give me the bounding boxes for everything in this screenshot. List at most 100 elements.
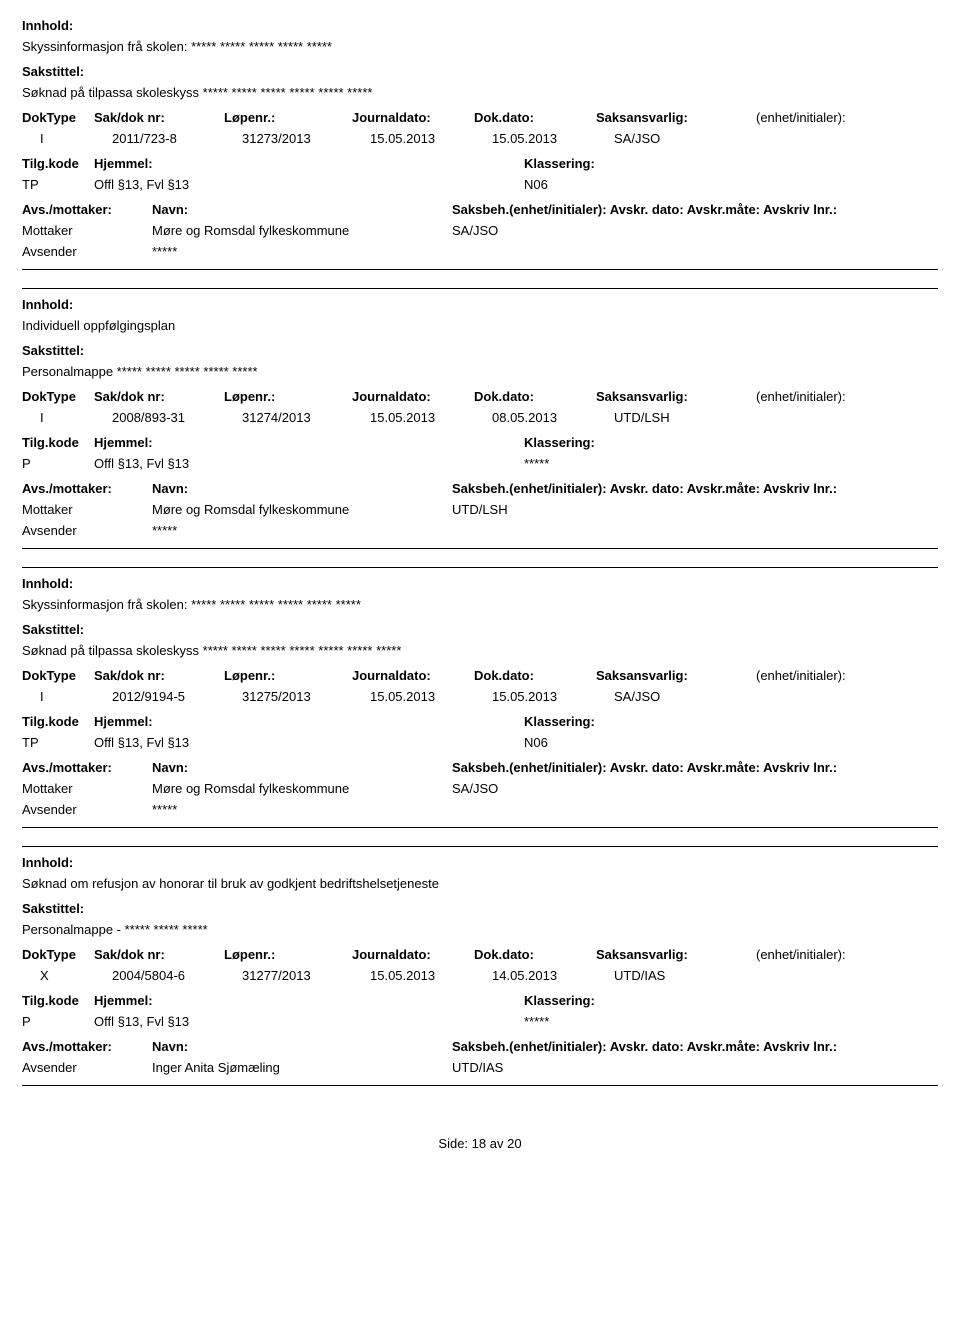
party-navn: ***** [152, 802, 452, 817]
saksbeh-label: Saksbeh.(enhet/initialer): Avskr. dato: … [452, 760, 938, 775]
sakdok-value: 2011/723-8 [112, 131, 242, 146]
lopenr-label: Løpenr.: [224, 947, 352, 962]
sakdok-value: 2012/9194-5 [112, 689, 242, 704]
journaldato-value: 15.05.2013 [370, 968, 492, 983]
party-navn: ***** [152, 244, 452, 259]
tilgkode-value: P [22, 456, 94, 471]
page-footer: Side: 18 av 20 [22, 1136, 938, 1151]
saksansvarlig-value: UTD/IAS [614, 968, 774, 983]
innhold-value: Individuell oppfølgingsplan [22, 318, 938, 333]
sakstittel-value: Personalmappe ***** ***** ***** ***** **… [22, 364, 938, 379]
party-role: Avsender [22, 523, 152, 538]
avsmottaker-label: Avs./mottaker: [22, 481, 152, 496]
avsmottaker-label: Avs./mottaker: [22, 1039, 152, 1054]
doktype-label: DokType [22, 947, 94, 962]
innhold-label: Innhold: [22, 18, 73, 33]
klassering-value: N06 [524, 177, 938, 192]
journaldato-label: Journaldato: [352, 110, 474, 125]
party-row: Avsender ***** [22, 244, 938, 259]
saksansvarlig-value: SA/JSO [614, 689, 774, 704]
party-role: Mottaker [22, 223, 152, 238]
enhet-initialer-label: (enhet/initialer): [756, 110, 938, 125]
dokdato-value: 15.05.2013 [492, 689, 614, 704]
klassering-label: Klassering: [524, 156, 938, 171]
dokdato-value: 15.05.2013 [492, 131, 614, 146]
dokdato-label: Dok.dato: [474, 668, 596, 683]
party-row: Mottaker Møre og Romsdal fylkeskommune U… [22, 502, 938, 517]
saksansvarlig-value: SA/JSO [614, 131, 774, 146]
tilgkode-label: Tilg.kode [22, 435, 94, 450]
party-role: Avsender [22, 1060, 152, 1075]
lopenr-value: 31273/2013 [242, 131, 370, 146]
sakstittel-label: Sakstittel: [22, 901, 84, 916]
doktype-label: DokType [22, 668, 94, 683]
sakstittel-label: Sakstittel: [22, 343, 84, 358]
lopenr-label: Løpenr.: [224, 389, 352, 404]
party-row: Avsender ***** [22, 523, 938, 538]
innhold-value: Skyssinformasjon frå skolen: ***** *****… [22, 597, 938, 612]
sakdok-label: Sak/dok nr: [94, 947, 224, 962]
enhet-initialer-label: (enhet/initialer): [756, 668, 938, 683]
party-saksbeh [452, 802, 938, 817]
journal-record: Innhold: Individuell oppfølgingsplan Sakst… [22, 288, 938, 549]
dokdato-label: Dok.dato: [474, 947, 596, 962]
sakdok-label: Sak/dok nr: [94, 389, 224, 404]
sakstittel-value: Personalmappe - ***** ***** ***** [22, 922, 938, 937]
journal-record: Innhold: Skyssinformasjon frå skolen: ***… [22, 567, 938, 828]
journal-record: Innhold:Skyssinformasjon frå skolen: ***… [22, 18, 938, 270]
avsmottaker-label: Avs./mottaker: [22, 760, 152, 775]
party-navn: Inger Anita Sjømæling [152, 1060, 452, 1075]
doktype-label: DokType [22, 389, 94, 404]
avsmottaker-label: Avs./mottaker: [22, 202, 152, 217]
tilgkode-label: Tilg.kode [22, 156, 94, 171]
journaldato-label: Journaldato: [352, 668, 474, 683]
saksansvarlig-label: Saksansvarlig: [596, 947, 756, 962]
navn-label: Navn: [152, 481, 452, 496]
side-label: Side: [438, 1136, 468, 1151]
innhold-label: Innhold: [22, 297, 73, 312]
lopenr-value: 31274/2013 [242, 410, 370, 425]
klassering-value: ***** [524, 1014, 938, 1029]
navn-label: Navn: [152, 1039, 452, 1054]
hjemmel-label: Hjemmel: [94, 714, 524, 729]
party-row: Mottaker Møre og Romsdal fylkeskommune S… [22, 223, 938, 238]
journaldato-value: 15.05.2013 [370, 131, 492, 146]
journaldato-value: 15.05.2013 [370, 410, 492, 425]
party-role: Avsender [22, 802, 152, 817]
party-row: Mottaker Møre og Romsdal fylkeskommune S… [22, 781, 938, 796]
saksansvarlig-value: UTD/LSH [614, 410, 774, 425]
av-label: av [490, 1136, 504, 1151]
tilgkode-value: TP [22, 177, 94, 192]
innhold-label: Innhold: [22, 576, 73, 591]
dokdato-label: Dok.dato: [474, 110, 596, 125]
tilgkode-value: P [22, 1014, 94, 1029]
doktype-value: I [22, 131, 112, 146]
hjemmel-value: Offl §13, Fvl §13 [94, 456, 524, 471]
journaldato-label: Journaldato: [352, 947, 474, 962]
hjemmel-value: Offl §13, Fvl §13 [94, 177, 524, 192]
party-role: Avsender [22, 244, 152, 259]
innhold-value: Søknad om refusjon av honorar til bruk a… [22, 876, 938, 891]
dokdato-value: 08.05.2013 [492, 410, 614, 425]
klassering-label: Klassering: [524, 714, 938, 729]
doktype-value: I [22, 410, 112, 425]
enhet-initialer-label: (enhet/initialer): [756, 389, 938, 404]
party-row: Avsender ***** [22, 802, 938, 817]
hjemmel-value: Offl §13, Fvl §13 [94, 735, 524, 750]
party-role: Mottaker [22, 781, 152, 796]
page-number: 18 [472, 1136, 486, 1151]
saksbeh-label: Saksbeh.(enhet/initialer): Avskr. dato: … [452, 1039, 938, 1054]
doktype-value: I [22, 689, 112, 704]
doktype-label: DokType [22, 110, 94, 125]
innhold-label: Innhold: [22, 855, 73, 870]
party-navn: Møre og Romsdal fylkeskommune [152, 781, 452, 796]
sakdok-value: 2008/893-31 [112, 410, 242, 425]
hjemmel-label: Hjemmel: [94, 993, 524, 1008]
sakstittel-value: Søknad på tilpassa skoleskyss ***** ****… [22, 85, 938, 100]
lopenr-value: 31277/2013 [242, 968, 370, 983]
party-saksbeh [452, 523, 938, 538]
klassering-label: Klassering: [524, 993, 938, 1008]
sakdok-label: Sak/dok nr: [94, 668, 224, 683]
tilgkode-label: Tilg.kode [22, 993, 94, 1008]
total-pages: 20 [507, 1136, 521, 1151]
